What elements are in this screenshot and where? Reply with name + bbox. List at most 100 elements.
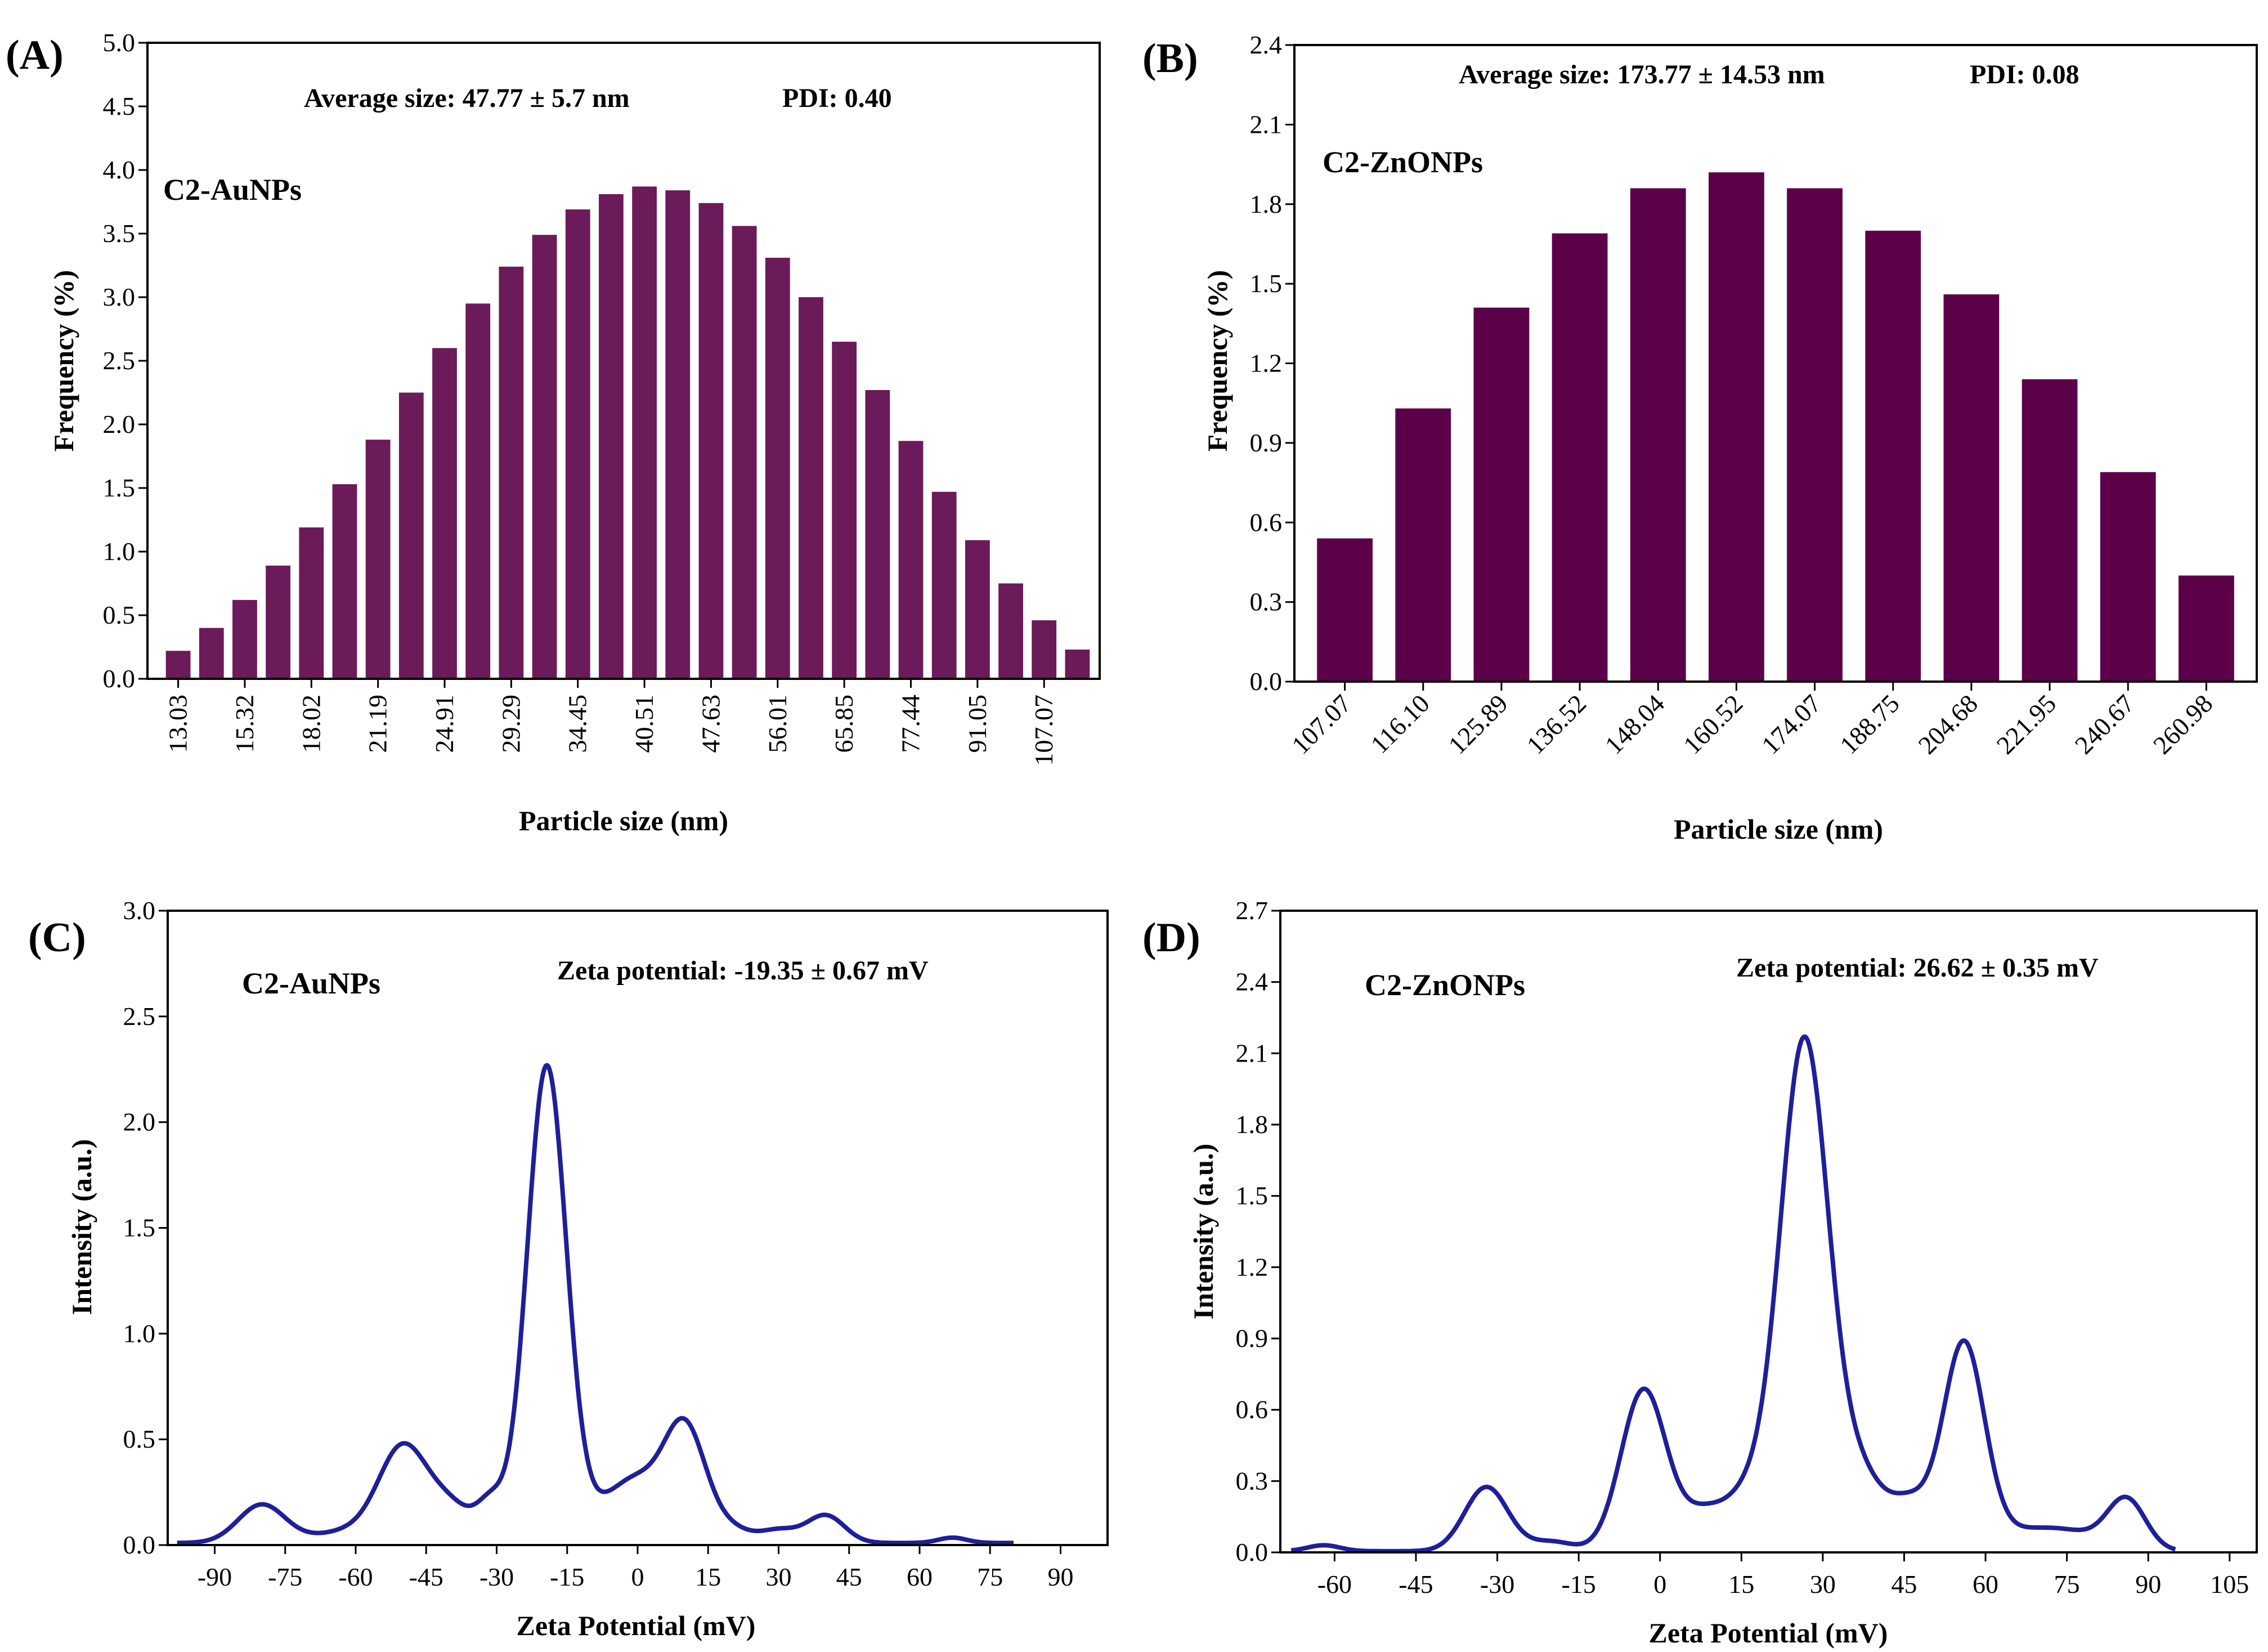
- panel-b-sample-label: C2-ZnONPs: [1323, 145, 1483, 179]
- panel-d: (D) Zeta potential: 26.62 ± 0.35 mV C2-Z…: [1142, 896, 2258, 1649]
- panel-a-bar: [565, 209, 590, 679]
- panel-a-bar: [632, 186, 657, 679]
- panel-c-x-axis-label: Zeta Potential (mV): [517, 1610, 756, 1641]
- panel-c-x-tick-label: -45: [409, 1563, 443, 1591]
- panel-a-bar: [832, 342, 857, 679]
- panel-c-y-tick-label: 2.0: [123, 1108, 156, 1136]
- panel-a-bar: [965, 540, 990, 679]
- panel-d-y-axis-label: Intensity (a.u.): [1187, 1144, 1219, 1320]
- panel-a-y-tick-label: 5.0: [103, 28, 136, 57]
- panel-a-x-tick-label: 91.05: [963, 695, 992, 753]
- panel-a-y-tick-label: 2.0: [103, 410, 136, 438]
- panel-b-x-tick-label: 148.04: [1599, 689, 1670, 760]
- panel-b-bar: [1552, 233, 1608, 682]
- panel-a-x-tick-label: 107.07: [1029, 695, 1058, 766]
- panel-d-x-tick-label: 45: [1891, 1570, 1917, 1599]
- panel-d-x-tick-label: 30: [1810, 1570, 1836, 1599]
- panel-a-bar: [365, 440, 391, 679]
- panel-d-y-tick-label: 1.8: [1236, 1110, 1269, 1139]
- panel-a-bar: [1065, 650, 1090, 679]
- panel-c-x-tick-label: -90: [198, 1563, 232, 1591]
- panel-a-bar: [599, 194, 624, 679]
- panel-a: (A) Average size: 47.77 ± 5.7 nm PDI: 0.…: [6, 28, 1101, 836]
- panel-a-x-ticks: 13.03 15.32 18.02 21.19 24.91 29.29 34.45 40.51…: [164, 679, 1058, 766]
- panel-a-frame: [146, 42, 1101, 680]
- panel-b-x-tick-label: 125.89: [1442, 689, 1513, 760]
- panel-a-y-tick-label: 3.5: [103, 219, 136, 248]
- panel-d-y-tick-label: 2.7: [1236, 896, 1269, 925]
- panel-b-x-ticks: 107.07 116.10 125.89 136.52 148.04 160.52 174.…: [1286, 682, 2218, 760]
- panel-c-x-tick-label: -75: [268, 1563, 302, 1591]
- panel-b-y-tick-label: 0.6: [1250, 508, 1283, 536]
- panel-d-y-tick-label: 0.6: [1236, 1395, 1269, 1424]
- panel-d-y-tick-label: 0.0: [1236, 1538, 1269, 1566]
- panel-b-x-tick-label: 107.07: [1286, 689, 1357, 760]
- panel-a-average-size: Average size: 47.77 ± 5.7 nm: [304, 83, 630, 113]
- panel-b-y-tick-label: 2.1: [1250, 110, 1283, 138]
- panel-a-bars: [165, 186, 1090, 679]
- panel-d-y-tick-label: 1.5: [1236, 1181, 1269, 1210]
- panel-a-bar: [232, 599, 257, 679]
- panel-d-x-tick-label: 15: [1728, 1570, 1754, 1599]
- panel-a-bar: [698, 203, 724, 679]
- panel-a-bar: [732, 226, 757, 679]
- panel-a-x-tick-label: 18.02: [297, 695, 325, 753]
- panel-c-zeta-curve: [176, 1063, 1015, 1546]
- panel-b-bar: [1709, 172, 1764, 682]
- panel-d-y-tick-label: 0.3: [1236, 1466, 1269, 1495]
- panel-b-bar: [1630, 188, 1686, 682]
- panel-c-x-tick-label: -60: [338, 1563, 373, 1591]
- panel-c-zeta-annotation: Zeta potential: -19.35 ± 0.67 mV: [557, 956, 929, 986]
- panel-b-bars: [1317, 172, 2234, 682]
- panel-b-frame: [1293, 44, 2258, 683]
- panel-c-x-ticks: -90 -75 -60 -45 -30 -15 0 15 30 45 60 75 90: [198, 1545, 1074, 1591]
- panel-c-frame: [167, 910, 1109, 1546]
- panel-b-x-tick-label: 160.52: [1678, 689, 1749, 760]
- panel-a-bar: [998, 583, 1023, 679]
- panel-d-y-tick-label: 0.9: [1236, 1324, 1269, 1353]
- panel-a-y-tick-label: 3.0: [103, 283, 136, 311]
- panel-d-x-axis-label: Zeta Potential (mV): [1649, 1617, 1888, 1649]
- panel-a-x-tick-label: 29.29: [496, 695, 525, 753]
- panel-a-bar: [299, 527, 324, 679]
- panel-c-y-tick-label: 1.0: [123, 1319, 156, 1347]
- panel-b-y-ticks: 0.0 0.3 0.6 0.9 1.2 1.5 1.8 2.1 2.4: [1250, 30, 1294, 696]
- panel-b-y-tick-label: 1.2: [1250, 349, 1283, 378]
- panel-c-x-tick-label: 75: [977, 1563, 1003, 1591]
- panel-c-y-ticks: 0.0 0.5 1.0 1.5 2.0 2.5 3.0: [123, 896, 168, 1559]
- panel-a-y-ticks: 0.0 0.5 1.0 1.5 2.0 2.5 3.0 3.5 4.0 4.5 5.0: [103, 28, 147, 693]
- panel-c-x-tick-label: 60: [907, 1563, 933, 1591]
- panel-a-bar: [465, 303, 491, 679]
- panel-a-y-tick-label: 0.5: [103, 601, 136, 629]
- panel-b-x-tick-label: 221.95: [1991, 689, 2062, 760]
- panel-a-x-tick-label: 40.51: [630, 695, 658, 753]
- panel-c-x-tick-label: -30: [479, 1563, 514, 1591]
- panel-a-bar: [199, 628, 224, 679]
- panel-a-bar: [332, 484, 357, 679]
- panel-d-zeta-annotation: Zeta potential: 26.62 ± 0.35 mV: [1736, 953, 2099, 983]
- panel-a-x-axis-label: Particle size (nm): [519, 805, 728, 836]
- panel-b-bar: [1865, 230, 1921, 682]
- panel-a-bar: [532, 235, 557, 679]
- panel-c-x-tick-label: 90: [1048, 1563, 1074, 1591]
- panel-a-pdi: PDI: 0.40: [782, 83, 892, 113]
- panel-d-x-tick-label: -15: [1561, 1570, 1595, 1599]
- panel-c-x-tick-label: 15: [695, 1563, 721, 1591]
- panel-b-pdi: PDI: 0.08: [1970, 60, 2079, 89]
- panel-b-x-tick-label: 260.98: [2148, 689, 2218, 760]
- panel-b-x-tick-label: 174.07: [1756, 689, 1827, 760]
- panel-a-bar: [499, 266, 524, 679]
- panel-d-sample-label: C2-ZnONPs: [1365, 968, 1525, 1002]
- panel-d-x-tick-label: 60: [1973, 1570, 1998, 1599]
- panel-c: (C) Zeta potential: -19.35 ± 0.67 mV C2-…: [28, 896, 1109, 1641]
- panel-a-bar: [799, 297, 823, 679]
- panel-a-bar: [266, 565, 291, 679]
- panel-d-y-tick-label: 2.1: [1236, 1038, 1269, 1067]
- panel-a-bar: [1032, 620, 1057, 679]
- panel-c-y-tick-label: 3.0: [123, 896, 156, 925]
- panel-d-zeta-curve: [1290, 1034, 2176, 1553]
- panel-a-bar: [665, 190, 691, 679]
- panel-b-y-tick-label: 0.3: [1250, 588, 1283, 616]
- panel-b-bar: [2100, 472, 2156, 682]
- panel-d-y-tick-label: 1.2: [1236, 1252, 1269, 1281]
